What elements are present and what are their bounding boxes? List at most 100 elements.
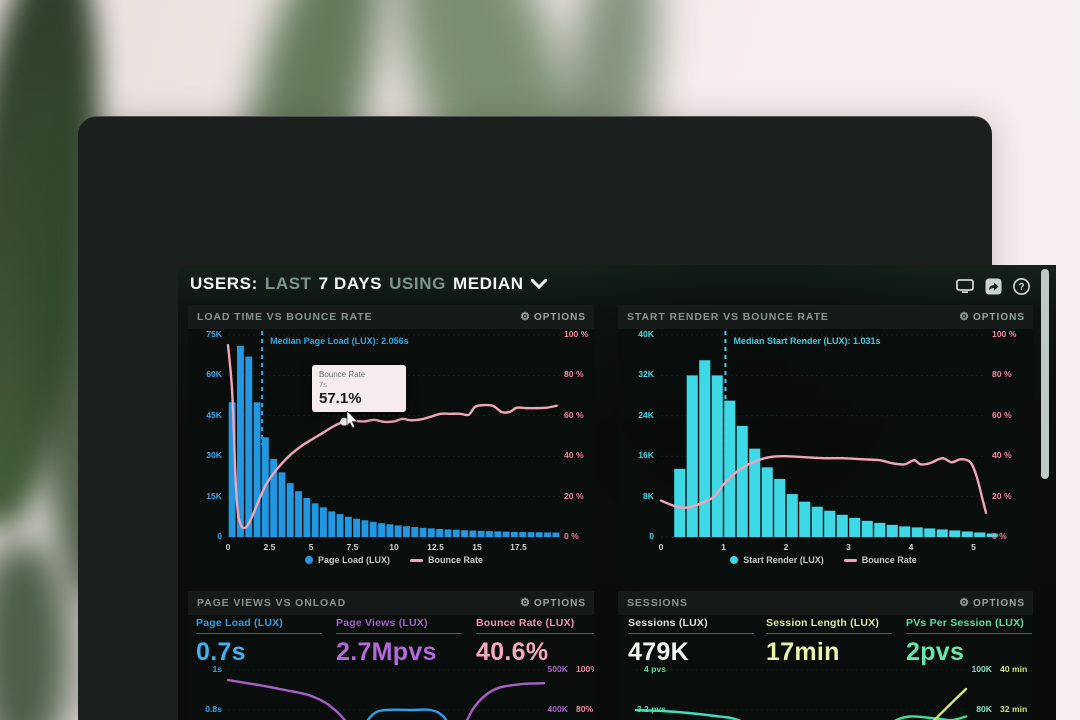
help-icon[interactable]: ? <box>1013 278 1030 295</box>
chart-plot-area <box>188 591 594 720</box>
gear-icon: ⚙ <box>959 311 970 323</box>
tooltip-series: Bounce Rate <box>319 370 366 379</box>
y-axis-right-tick: 0 % <box>564 531 579 541</box>
laptop-bezel: USERS: LAST 7 DAYS USING MEDIAN ? LOAD T… <box>78 116 1056 720</box>
y-axis-tick: 0 <box>217 531 222 541</box>
plant-leaf <box>0 540 70 720</box>
header-last: LAST <box>264 274 312 293</box>
x-axis-tick: 4 <box>908 542 914 552</box>
y-axis-tick: 24K <box>638 409 654 420</box>
x-axis-tick: 12.5 <box>427 542 444 552</box>
timeframe-dropdown[interactable]: USERS: LAST 7 DAYS USING MEDIAN <box>190 274 547 294</box>
legend-dash <box>843 558 857 562</box>
y-axis-right-tick: 60 % <box>992 409 1012 420</box>
y-axis-right-tick: 100K <box>971 664 992 674</box>
scrollbar[interactable] <box>1041 269 1049 479</box>
y-axis-tick: 0.8s <box>205 704 222 714</box>
tooltip-x-value: 7s <box>319 380 327 389</box>
y-axis-right-tick: 80 % <box>564 369 584 380</box>
metric-page-views: Page Views (LUX) 2.7Mpvs <box>336 617 472 667</box>
legend-item: Bounce Rate <box>410 555 483 565</box>
panel-title: LOAD TIME VS BOUNCE RATE <box>197 311 373 323</box>
y-axis-tick: 4 pvs <box>644 664 666 674</box>
x-axis-tick: 0 <box>225 542 231 552</box>
x-axis-tick: 3 <box>846 542 851 552</box>
x-axis-tick: 5 <box>308 542 314 552</box>
chart-plot-area <box>618 305 1033 583</box>
y-axis-right-tick: 60 % <box>564 409 584 420</box>
legend-item: Page Load (LUX) <box>304 555 390 565</box>
y-axis-tick: 45K <box>206 409 222 420</box>
x-axis-tick: 5 <box>971 542 976 552</box>
median-annotation: Median Start Render (LUX): 1.031s <box>733 336 881 346</box>
panel-page-views-vs-onload: PAGE VIEWS VS ONLOAD ⚙ OPTIONS Page Load … <box>188 591 594 720</box>
y-axis-tick: 16K <box>638 450 654 461</box>
options-button[interactable]: ⚙ OPTIONS <box>520 597 586 609</box>
panel-header <box>618 591 1033 615</box>
panel-title: SESSIONS <box>627 597 688 609</box>
mouse-cursor-icon <box>346 410 360 434</box>
options-button[interactable]: ⚙ OPTIONS <box>959 311 1025 323</box>
gear-icon: ⚙ <box>959 597 970 609</box>
metric-sessions: Sessions (LUX) 479K <box>628 617 764 667</box>
display-icon[interactable] <box>956 279 974 294</box>
legend-dot <box>730 556 739 564</box>
header-days: 7 DAYS <box>318 274 383 293</box>
y-axis-right-tick: 80K <box>976 704 992 714</box>
y-axis-tick: 0 <box>649 531 654 541</box>
chart-plot-area <box>618 591 1033 720</box>
dashboard-screen: USERS: LAST 7 DAYS USING MEDIAN ? LOAD T… <box>178 265 1056 720</box>
header-users: USERS: <box>190 274 258 293</box>
legend-dot <box>304 556 313 564</box>
legend-dash <box>410 558 423 562</box>
tooltip-value: 57.1% <box>319 390 362 407</box>
metric-bounce-rate: Bounce Rate (LUX) 40.6% <box>476 617 594 667</box>
y-axis-tick: 30K <box>206 450 222 461</box>
options-button[interactable]: ⚙ OPTIONS <box>959 597 1025 609</box>
y-axis-right-tick: 80 % <box>992 369 1012 380</box>
x-axis-tick: 17.5 <box>510 542 527 552</box>
gear-icon: ⚙ <box>520 597 531 609</box>
x-axis-tick: 7.5 <box>346 542 359 552</box>
y-axis-tick: 15K <box>206 490 222 501</box>
svg-text:?: ? <box>1018 282 1024 293</box>
gear-icon: ⚙ <box>520 311 531 323</box>
y-axis-right-tick: 20 % <box>564 490 584 501</box>
y-axis-right-tick-2: 100% <box>576 664 594 674</box>
x-axis-tick: 1 <box>721 542 726 552</box>
y-axis-tick: 75K <box>206 329 222 339</box>
y-axis-right-tick: 500K <box>547 664 568 674</box>
options-button[interactable]: ⚙ OPTIONS <box>520 311 586 323</box>
median-annotation: Median Page Load (LUX): 2.056s <box>270 336 409 346</box>
panel-load-time-vs-bounce-rate: LOAD TIME VS BOUNCE RATE ⚙ OPTIONS Median… <box>188 305 594 583</box>
legend-item: Start Render (LUX) <box>730 555 824 565</box>
panel-header <box>188 591 594 615</box>
y-axis-tick: 1s <box>212 664 222 674</box>
x-axis-tick: 2 <box>783 542 789 552</box>
panel-start-render-vs-bounce-rate: START RENDER VS BOUNCE RATE ⚙ OPTIONS Med… <box>618 305 1033 583</box>
share-icon[interactable] <box>985 278 1002 295</box>
panel-header <box>618 305 1033 329</box>
y-axis-tick: 8K <box>643 490 654 501</box>
panel-sessions: SESSIONS ⚙ OPTIONS Sessions (LUX) 479K Se… <box>618 591 1033 720</box>
y-axis-right-tick-2: 80% <box>576 704 594 714</box>
y-axis-tick: 40K <box>638 329 654 339</box>
panel-title: PAGE VIEWS VS ONLOAD <box>197 597 347 609</box>
y-axis-tick: 60K <box>206 369 222 380</box>
chart-plot-area <box>188 305 594 583</box>
header-using: USING <box>389 274 446 293</box>
panel-header <box>188 305 594 329</box>
metric-session-length: Session Length (LUX) 17min <box>766 617 902 667</box>
y-axis-right-tick: 400K <box>547 704 568 714</box>
metric-page-load: Page Load (LUX) 0.7s <box>196 617 332 667</box>
y-axis-right-tick: 0 % <box>992 531 1007 541</box>
hover-tooltip: Bounce Rate 7s 57.1% <box>312 365 406 412</box>
x-axis-tick: 10 <box>389 542 399 552</box>
x-axis-tick: 2.5 <box>263 542 276 552</box>
y-axis-right-tick: 100 % <box>992 329 1017 339</box>
y-axis-tick: 3.2 pvs <box>636 704 666 714</box>
x-axis-tick: 0 <box>658 542 664 552</box>
y-axis-tick: 32K <box>638 369 654 380</box>
y-axis-right-tick: 20 % <box>992 490 1012 501</box>
